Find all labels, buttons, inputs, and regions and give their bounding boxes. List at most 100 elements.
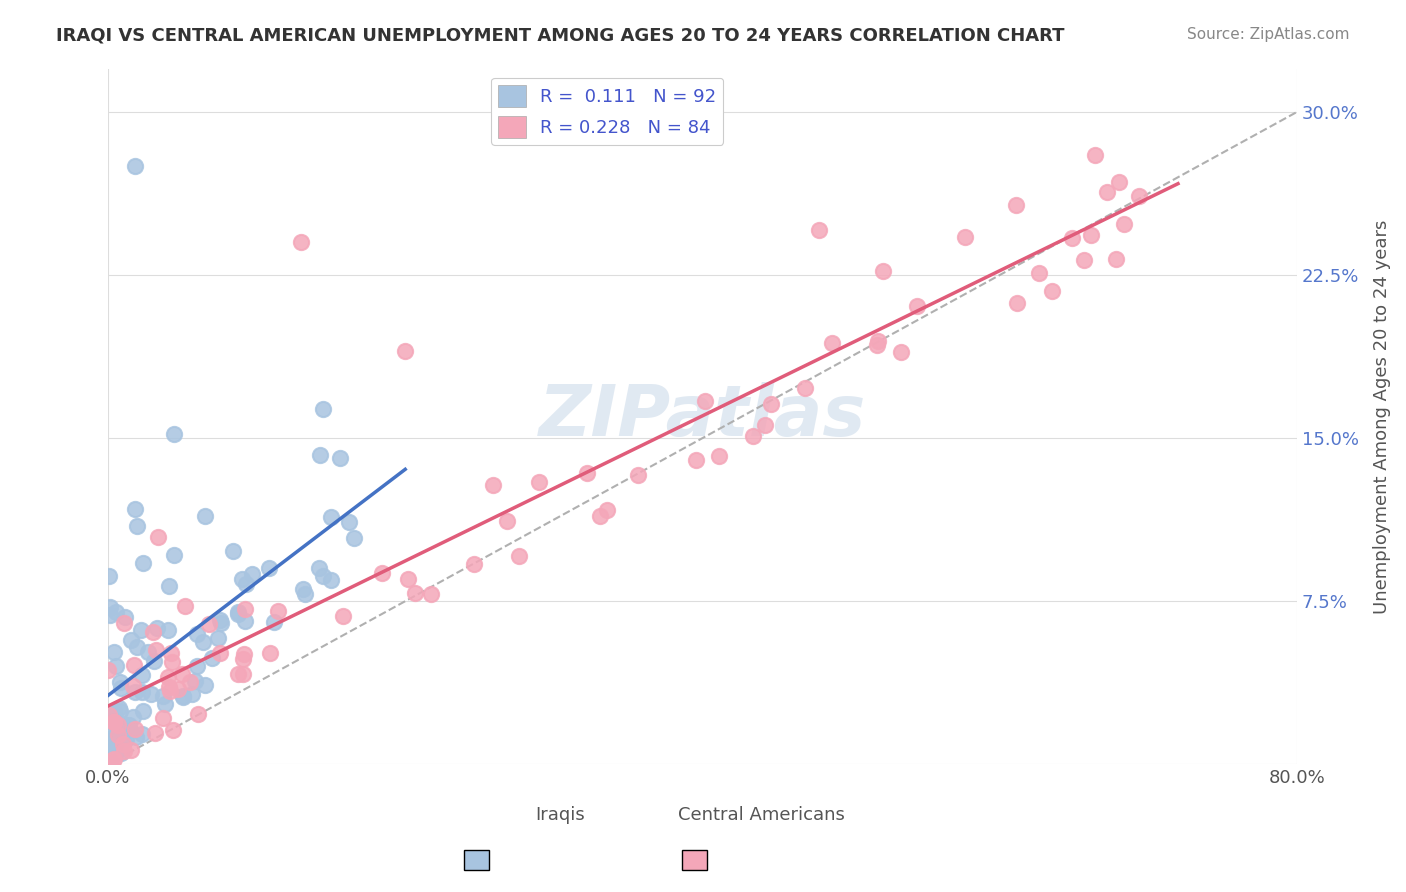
Point: [124, 730, 146, 744]
Point: [121, 679, 143, 693]
Point: [866, 337, 889, 351]
Point: [111, 716, 134, 731]
Point: [104, 716, 127, 731]
Point: [209, 646, 232, 660]
Point: [162, 723, 184, 737]
Point: [163, 548, 186, 562]
Point: [110, 674, 132, 689]
Point: [97, 708, 120, 723]
Point: [226, 607, 249, 621]
Point: [233, 601, 256, 615]
Point: [111, 727, 134, 741]
Point: [132, 556, 155, 570]
Point: [321, 573, 343, 587]
Point: [183, 674, 205, 689]
Point: [172, 689, 194, 703]
Point: [170, 667, 193, 681]
Point: [142, 625, 165, 640]
Point: [110, 681, 132, 696]
Point: [103, 715, 125, 730]
Point: [107, 718, 129, 732]
Point: [1108, 175, 1130, 189]
Point: [120, 632, 142, 647]
Point: [114, 616, 136, 631]
Point: [110, 735, 132, 749]
Point: [152, 711, 174, 725]
Text: Iraqis: Iraqis: [534, 806, 585, 824]
Point: [100, 725, 122, 739]
Point: [1005, 295, 1028, 310]
Point: [759, 397, 782, 411]
Point: [329, 451, 352, 466]
Point: [105, 605, 128, 619]
Point: [100, 751, 122, 765]
Point: [160, 655, 183, 669]
Point: [394, 344, 416, 359]
Point: [172, 690, 194, 704]
Point: [146, 621, 169, 635]
Point: [868, 334, 890, 348]
Point: [754, 418, 776, 433]
Point: [146, 530, 169, 544]
Point: [194, 509, 217, 524]
Point: [100, 739, 122, 753]
Point: [226, 666, 249, 681]
Text: Central Americans: Central Americans: [679, 806, 845, 824]
Point: [240, 566, 263, 581]
Point: [291, 582, 314, 597]
Point: [118, 723, 141, 738]
Point: [97, 732, 120, 747]
Point: [103, 715, 125, 730]
Point: [167, 682, 190, 697]
Point: [575, 467, 598, 481]
Point: [122, 658, 145, 673]
Point: [290, 235, 312, 250]
Point: [104, 659, 127, 673]
Point: [794, 381, 817, 395]
Point: [222, 544, 245, 558]
Y-axis label: Unemployment Among Ages 20 to 24 years: Unemployment Among Ages 20 to 24 years: [1374, 219, 1391, 614]
Point: [194, 678, 217, 692]
Point: [103, 704, 125, 718]
Point: [103, 753, 125, 767]
Point: [527, 475, 550, 490]
Point: [98, 600, 121, 615]
Point: [103, 645, 125, 659]
Point: [207, 632, 229, 646]
Point: [707, 449, 730, 463]
Point: [332, 608, 354, 623]
Point: [186, 627, 208, 641]
Point: [370, 566, 392, 580]
Point: [98, 569, 121, 583]
Point: [627, 467, 650, 482]
Point: [110, 730, 132, 744]
Point: [153, 698, 176, 712]
Text: ZIPatlas: ZIPatlas: [538, 382, 866, 450]
Point: [1040, 284, 1063, 298]
Point: [1080, 228, 1102, 243]
Point: [1073, 253, 1095, 268]
Point: [125, 640, 148, 654]
Point: [112, 744, 135, 758]
Point: [120, 742, 142, 756]
Point: [309, 448, 332, 462]
Point: [157, 579, 180, 593]
Point: [101, 745, 124, 759]
Point: [180, 687, 202, 701]
Point: [235, 577, 257, 591]
Point: [179, 675, 201, 690]
Point: [115, 732, 138, 747]
Point: [118, 718, 141, 732]
Point: [508, 549, 530, 563]
Text: Source: ZipAtlas.com: Source: ZipAtlas.com: [1187, 27, 1350, 42]
Point: [890, 345, 912, 359]
Point: [108, 704, 131, 718]
Point: [162, 427, 184, 442]
Point: [138, 645, 160, 659]
Point: [152, 689, 174, 703]
Point: [98, 608, 121, 623]
Point: [321, 510, 343, 524]
Point: [463, 557, 485, 571]
Point: [97, 663, 120, 677]
Point: [337, 515, 360, 529]
